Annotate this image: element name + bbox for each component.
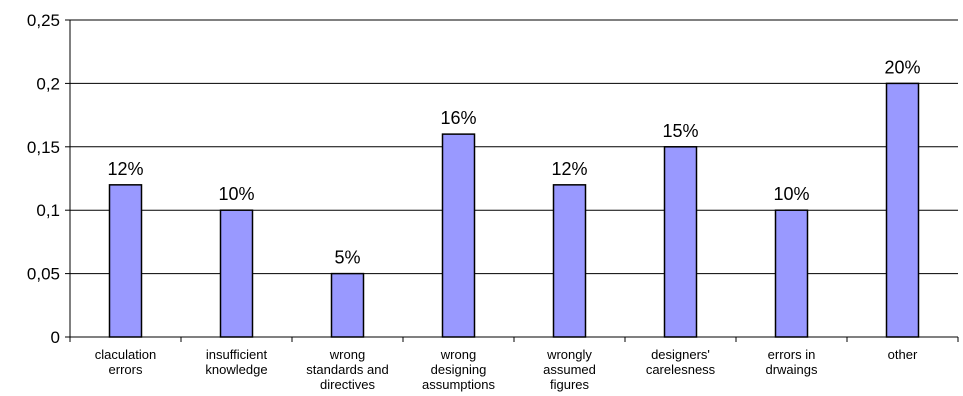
category-label: carelesness bbox=[646, 362, 716, 377]
category-label: insufficient bbox=[206, 347, 268, 362]
data-label: 10% bbox=[218, 184, 254, 204]
category-label: wrong bbox=[329, 347, 365, 362]
y-tick-label: 0,25 bbox=[27, 11, 60, 30]
data-label: 12% bbox=[107, 159, 143, 179]
y-tick-label: 0,15 bbox=[27, 138, 60, 157]
y-axis-tick-labels: 0 0,05 0,1 0,15 0,2 0,25 bbox=[27, 11, 60, 347]
category-label: drwaings bbox=[765, 362, 818, 377]
category-label: figures bbox=[550, 377, 590, 392]
category-label: standards and bbox=[306, 362, 388, 377]
bar bbox=[774, 209, 809, 338]
category-label: designers' bbox=[651, 347, 710, 362]
bar bbox=[330, 272, 365, 338]
category-label: directives bbox=[320, 377, 375, 392]
bar bbox=[663, 146, 698, 338]
bar bbox=[219, 209, 254, 338]
category-label: wrongly bbox=[546, 347, 592, 362]
category-label: errors in bbox=[768, 347, 816, 362]
data-label: 5% bbox=[334, 248, 360, 268]
data-label: 15% bbox=[662, 121, 698, 141]
data-label: 16% bbox=[440, 108, 476, 128]
bars bbox=[108, 82, 920, 338]
category-label: claculation bbox=[95, 347, 156, 362]
category-label: wrong bbox=[440, 347, 476, 362]
y-tick-label: 0,1 bbox=[36, 201, 60, 220]
data-labels: 12% 10% 5% 16% 12% 15% 10% 20% bbox=[107, 57, 920, 267]
y-tick-label: 0,05 bbox=[27, 265, 60, 284]
data-label: 12% bbox=[551, 159, 587, 179]
category-label: designing bbox=[431, 362, 487, 377]
data-label: 20% bbox=[884, 57, 920, 77]
grid-lines bbox=[70, 19, 958, 275]
y-tick-label: 0,2 bbox=[36, 74, 60, 93]
bar bbox=[441, 133, 476, 338]
category-label: assumed bbox=[543, 362, 596, 377]
bar bbox=[885, 82, 920, 338]
bar bbox=[552, 184, 587, 338]
bar bbox=[108, 184, 143, 338]
category-label: assumptions bbox=[422, 377, 495, 392]
category-label: errors bbox=[109, 362, 143, 377]
y-tick-label: 0 bbox=[51, 328, 60, 347]
axes bbox=[65, 19, 959, 342]
data-label: 10% bbox=[773, 184, 809, 204]
category-label: knowledge bbox=[205, 362, 267, 377]
category-label: other bbox=[888, 347, 918, 362]
